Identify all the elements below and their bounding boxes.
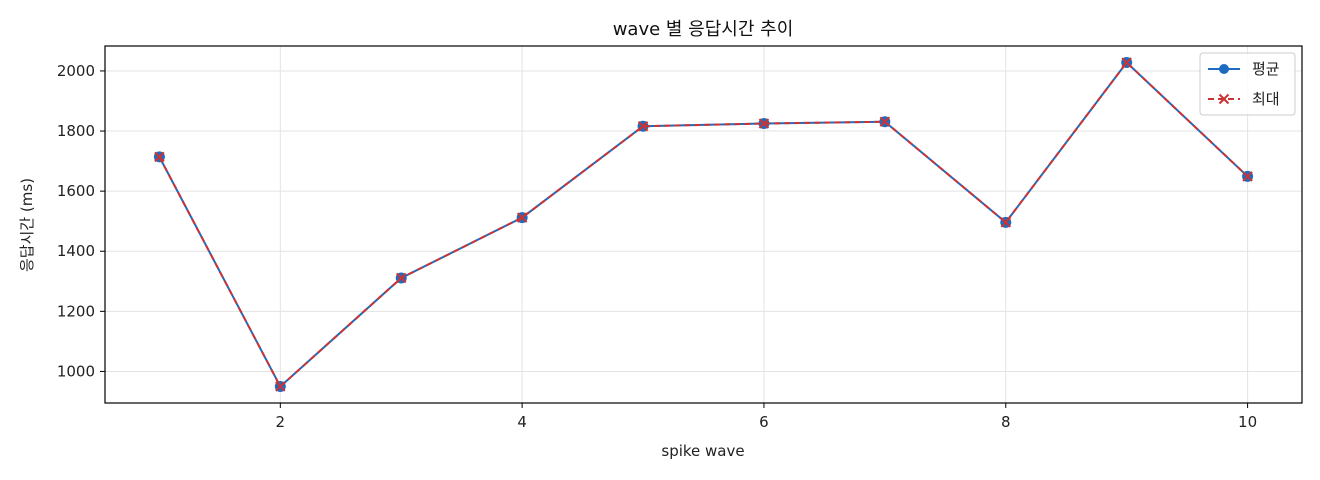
- legend-item: 최대: [1208, 90, 1280, 108]
- x-axis: 2 4 6 8 10: [276, 403, 1257, 431]
- legend-label: 최대: [1252, 90, 1280, 108]
- plot-frame: [104, 45, 1303, 404]
- series-mean: [153, 57, 1254, 392]
- data-point: [154, 151, 165, 163]
- x-tick-label: 8: [1001, 413, 1011, 431]
- chart-title: wave 별 응답시간 추이: [613, 19, 794, 40]
- series-line: [158, 61, 1249, 389]
- y-tick-label: 1600: [57, 182, 95, 200]
- x-tick-label: 4: [517, 413, 527, 431]
- y-tick-label: 1800: [57, 122, 95, 140]
- y-tick-label: 1000: [57, 362, 95, 380]
- x-axis-label: spike wave: [661, 442, 744, 460]
- data-point: [637, 121, 649, 132]
- y-tick-label: 1200: [57, 302, 95, 320]
- series-line: [158, 61, 1249, 389]
- data-point: [1121, 57, 1132, 68]
- data-point: [1000, 217, 1011, 228]
- data-point: [516, 212, 528, 223]
- y-axis-label: 응답시간 (ms): [18, 178, 36, 272]
- data-point: [275, 381, 286, 392]
- data-point: [396, 272, 407, 284]
- legend-label: 평균: [1252, 60, 1280, 78]
- legend-item: 평균: [1208, 60, 1280, 78]
- x-tick-label: 6: [759, 413, 769, 431]
- series-layer: [153, 57, 1254, 392]
- x-tick-label: 10: [1238, 413, 1257, 431]
- series-max: [154, 57, 1253, 392]
- y-tick-label: 1400: [57, 242, 95, 260]
- data-point: [879, 116, 891, 127]
- y-tick-label: 2000: [57, 62, 95, 80]
- y-axis: 1000 1200 1400 1600 1800 2000: [57, 62, 105, 380]
- x-tick-label: 2: [276, 413, 286, 431]
- legend-box: [1199, 52, 1296, 116]
- data-point: [758, 118, 770, 129]
- grid: [105, 46, 1302, 403]
- data-point: [1242, 171, 1253, 182]
